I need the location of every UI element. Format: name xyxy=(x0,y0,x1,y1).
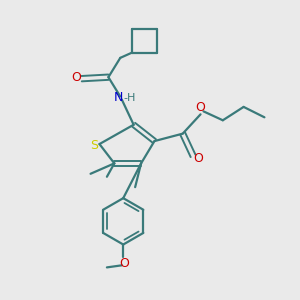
Text: O: O xyxy=(71,71,81,84)
Text: S: S xyxy=(90,139,98,152)
Text: O: O xyxy=(194,152,203,165)
Text: N: N xyxy=(113,92,123,104)
Text: -H: -H xyxy=(123,93,135,103)
Text: O: O xyxy=(119,257,129,270)
Text: O: O xyxy=(196,101,206,114)
